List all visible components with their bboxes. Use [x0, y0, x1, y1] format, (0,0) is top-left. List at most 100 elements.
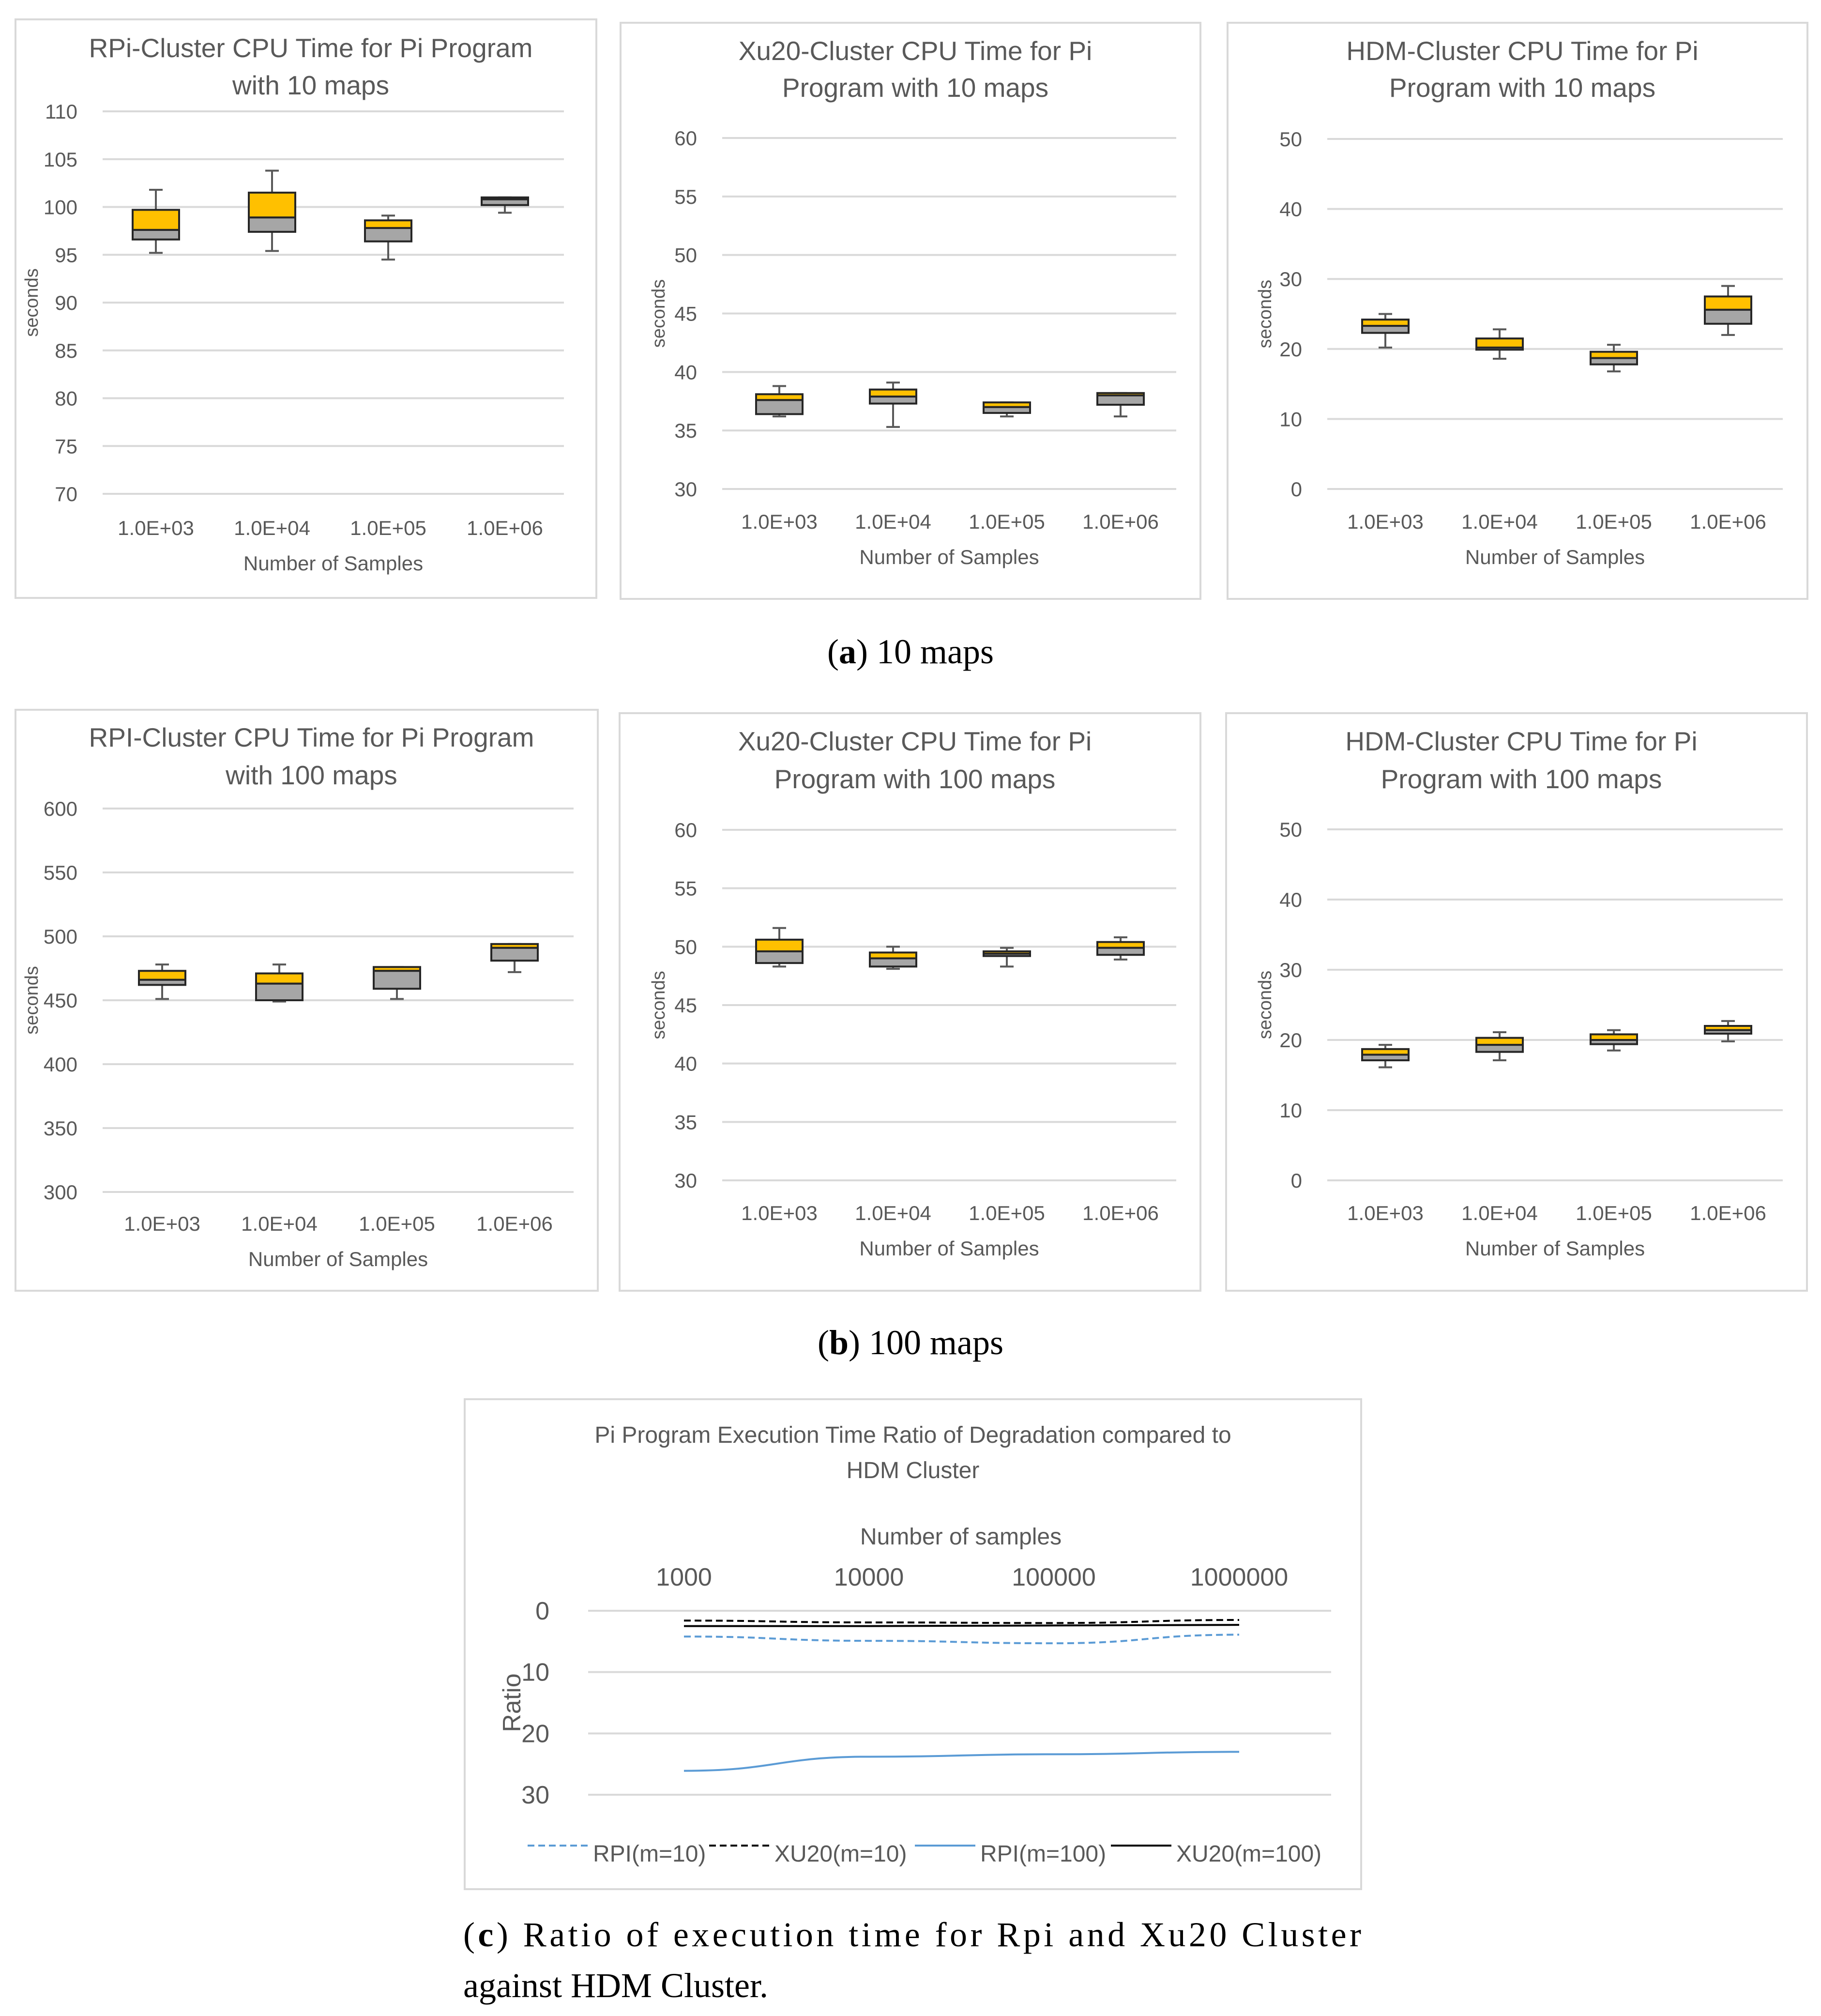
box-upper-quartile [255, 972, 304, 985]
box-lower-quartile [869, 957, 917, 968]
x-tick-label: 1.0E+06 [1082, 1202, 1159, 1224]
y-tick-label: 30 [1279, 268, 1302, 290]
y-tick-label: 40 [1279, 198, 1302, 221]
chart-panel-border [619, 712, 1201, 1292]
x-tick-label: 1000000 [1190, 1563, 1288, 1591]
y-tick-label: 95 [55, 244, 77, 266]
caption-b-letter: b [829, 1323, 849, 1362]
y-tick-label: 50 [674, 935, 697, 958]
y-tick-label: 80 [55, 387, 77, 410]
caption-b-text: 100 maps [860, 1323, 1003, 1362]
box-lower-quartile [1096, 947, 1145, 956]
box-1 [132, 188, 180, 254]
box-3 [983, 947, 1031, 968]
chart-title-line2: with 100 maps [225, 760, 397, 790]
y-tick-label: 50 [674, 244, 697, 267]
box-3 [1590, 344, 1638, 373]
box-4 [1704, 285, 1752, 336]
chart-hdm10: 0 10 20 30 40 50 HDM-Cluster CPU Time for Pi Pr… [1227, 22, 1808, 600]
x-tick-label: 1.0E+03 [124, 1212, 200, 1235]
chart-hdm100: 0 10 20 30 40 50 HDM-Cluster CPU Time for Pi Pr… [1225, 712, 1808, 1292]
caption-a-text: 10 maps [868, 632, 994, 671]
x-axis-label: Number of samples [860, 1524, 1062, 1550]
x-tick-label: 1.0E+04 [241, 1212, 318, 1235]
box-lower-quartile [481, 198, 529, 206]
x-tick-label: 1.0E+03 [741, 510, 818, 533]
y-tick-label: 550 [44, 861, 77, 884]
y-tick-label: 70 [55, 483, 77, 505]
box-lower-quartile [373, 970, 421, 990]
caption-c-text: Ratio of execution time for Rpi and Xu20… [511, 1915, 1361, 1954]
chart-title-line2: Program with 100 maps [774, 764, 1056, 794]
y-tick-label: 90 [55, 291, 77, 314]
box-2 [1475, 328, 1524, 360]
box-1 [755, 385, 804, 418]
caption-a: (a) 10 maps [827, 632, 994, 671]
x-tick-label: 1.0E+06 [1082, 510, 1159, 533]
box-3 [983, 401, 1031, 418]
box-lower-quartile [248, 216, 296, 233]
y-tick-label: 40 [674, 1053, 697, 1075]
x-tick-label: 1.0E+05 [350, 517, 426, 539]
chart-title-line1: Xu20-Cluster CPU Time for Pi [738, 726, 1092, 756]
box-upper-quartile [1475, 1037, 1524, 1046]
series-line-1 [683, 1634, 1240, 1645]
box-lower-quartile [1096, 394, 1145, 406]
caption-c-line2: against HDM Cluster. [463, 1966, 768, 2005]
box-lower-quartile [138, 978, 186, 986]
y-tick-label: 30 [674, 1169, 697, 1192]
box-lower-quartile [1475, 346, 1524, 351]
y-axis-label: seconds [649, 971, 669, 1039]
y-tick-label: 30 [1279, 959, 1302, 981]
y-tick-label: 0 [535, 1597, 549, 1625]
box-lower-quartile [1704, 308, 1752, 325]
y-tick-label: 75 [55, 435, 77, 458]
x-tick-label: 100000 [1012, 1563, 1096, 1591]
box-lower-quartile [869, 396, 917, 405]
x-tick-label: 1.0E+04 [234, 517, 310, 539]
chart-title-line2: with 10 maps [232, 70, 389, 100]
y-tick-label: 50 [1279, 128, 1302, 151]
y-tick-label: 100 [44, 196, 77, 219]
y-axis-label: seconds [22, 966, 42, 1035]
x-axis-label: Number of Samples [1465, 546, 1645, 568]
y-tick-label: 40 [1279, 888, 1302, 911]
chart-title-line2: Program with 100 maps [1381, 764, 1662, 794]
y-tick-label: 600 [44, 797, 77, 820]
x-tick-label: 1.0E+03 [741, 1202, 818, 1224]
x-tick-label: 1.0E+06 [467, 517, 543, 539]
box-4 [490, 943, 539, 973]
y-tick-label: 350 [44, 1117, 77, 1140]
chart-xu10: 30 35 40 45 50 55 60 Xu20-Cluster CPU Time for … [620, 22, 1201, 600]
box-lower-quartile [364, 227, 412, 243]
y-tick-label: 55 [674, 185, 697, 208]
box-upper-quartile [869, 388, 917, 398]
box-upper-quartile [138, 970, 186, 981]
x-tick-label: 1.0E+05 [969, 1202, 1045, 1224]
x-tick-label: 1.0E+03 [118, 517, 194, 539]
chart-xu100: 30 35 40 45 50 55 60 Xu20-Cluster CPU Time for … [619, 712, 1201, 1292]
x-tick-label: 1.0E+04 [1461, 1202, 1538, 1224]
y-tick-label: 20 [1279, 338, 1302, 361]
y-tick-label: 0 [1291, 1169, 1302, 1192]
y-tick-label: 300 [44, 1181, 77, 1204]
chart-rpi100: 300 350 400 450 500 550 600 RPI-Cluster CPU Tim… [15, 709, 599, 1292]
y-tick-label: 105 [44, 148, 77, 171]
box-2 [255, 963, 304, 1003]
box-lower-quartile [1361, 325, 1410, 334]
x-tick-label: 1.0E+05 [359, 1212, 435, 1235]
caption-c-letter: c [478, 1915, 493, 1954]
box-3 [364, 214, 412, 261]
x-tick-label: 1.0E+06 [1690, 510, 1766, 533]
box-1 [138, 963, 186, 1000]
x-axis-label: Number of Samples [1465, 1237, 1645, 1260]
box-2 [869, 382, 917, 428]
y-tick-label: 50 [1279, 818, 1302, 841]
y-tick-label: 40 [674, 361, 697, 383]
chart-title-line1: HDM-Cluster CPU Time for Pi [1345, 726, 1697, 756]
box-lower-quartile [1590, 357, 1638, 366]
x-axis-label: Number of Samples [859, 1237, 1039, 1260]
box-1 [1361, 313, 1410, 349]
box-lower-quartile [132, 229, 180, 241]
box-upper-quartile [132, 209, 180, 231]
